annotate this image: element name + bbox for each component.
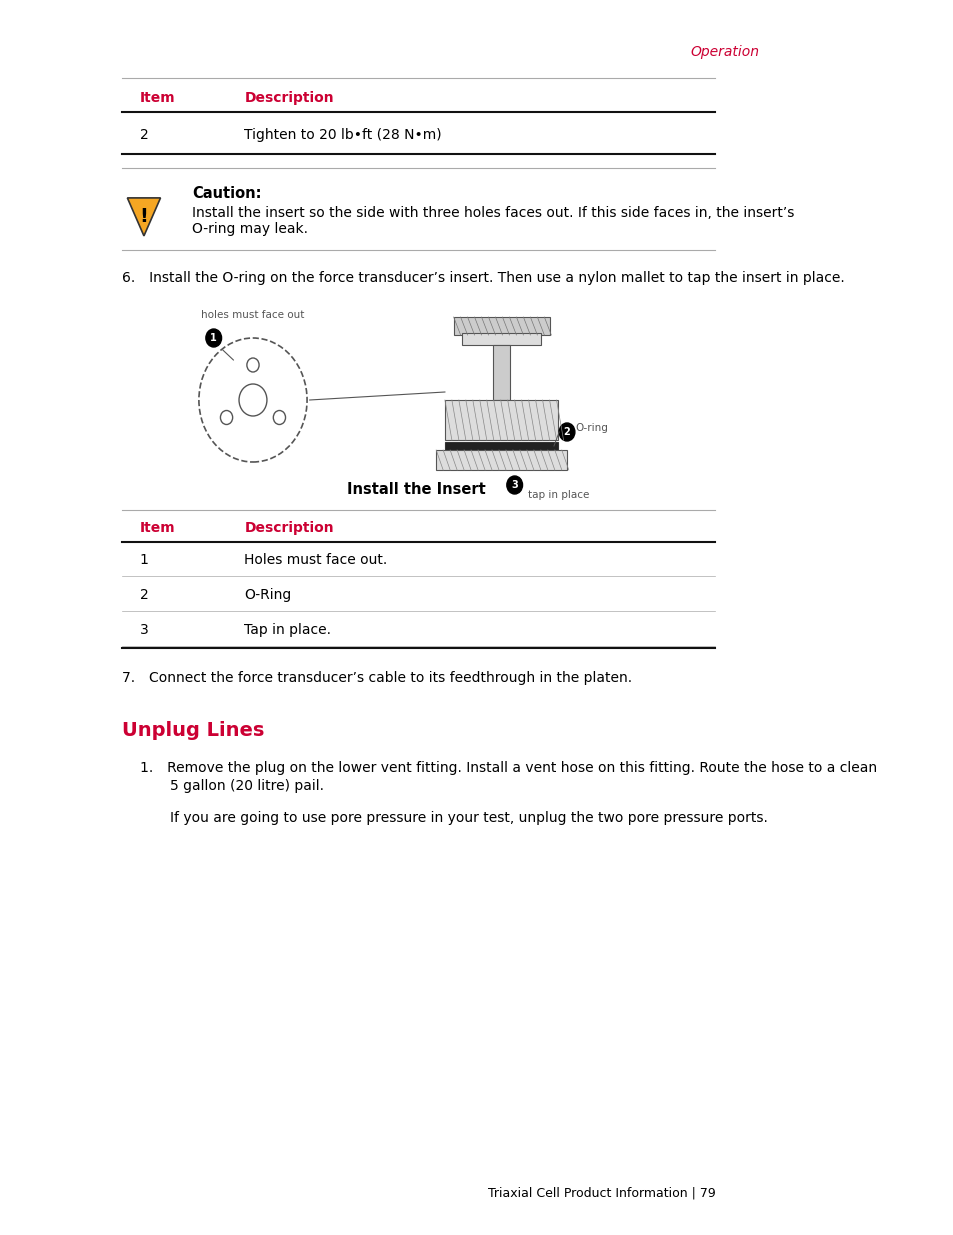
Text: Item: Item bbox=[139, 91, 175, 105]
Text: If you are going to use pore pressure in your test, unplug the two pore pressure: If you are going to use pore pressure in… bbox=[170, 811, 767, 825]
Text: Tighten to 20 lb•ft (28 N•m): Tighten to 20 lb•ft (28 N•m) bbox=[244, 128, 441, 142]
FancyBboxPatch shape bbox=[493, 345, 510, 400]
Text: 2: 2 bbox=[139, 588, 148, 601]
Text: 3: 3 bbox=[511, 480, 517, 490]
Text: 5 gallon (20 litre) pail.: 5 gallon (20 litre) pail. bbox=[170, 779, 324, 793]
Text: 2: 2 bbox=[139, 128, 148, 142]
Circle shape bbox=[506, 475, 522, 494]
Polygon shape bbox=[128, 198, 160, 236]
Text: 3: 3 bbox=[139, 622, 148, 637]
Text: !: ! bbox=[139, 207, 149, 226]
Text: Unplug Lines: Unplug Lines bbox=[122, 720, 264, 740]
Text: 7. Connect the force transducer’s cable to its feedthrough in the platen.: 7. Connect the force transducer’s cable … bbox=[122, 671, 632, 685]
Text: Caution:: Caution: bbox=[192, 185, 261, 200]
Text: Install the Insert: Install the Insert bbox=[346, 483, 485, 498]
FancyBboxPatch shape bbox=[436, 450, 566, 471]
FancyBboxPatch shape bbox=[462, 333, 540, 345]
Text: Triaxial Cell Product Information | 79: Triaxial Cell Product Information | 79 bbox=[487, 1187, 715, 1199]
Text: Holes must face out.: Holes must face out. bbox=[244, 553, 387, 567]
Text: 1: 1 bbox=[210, 333, 217, 343]
Text: O-Ring: O-Ring bbox=[244, 588, 292, 601]
Text: 2: 2 bbox=[563, 427, 570, 437]
FancyBboxPatch shape bbox=[453, 317, 549, 335]
Text: Description: Description bbox=[244, 521, 334, 535]
Text: tap in place: tap in place bbox=[527, 490, 589, 500]
Text: Install the insert so the side with three holes faces out. If this side faces in: Install the insert so the side with thre… bbox=[192, 206, 794, 220]
Text: O-ring may leak.: O-ring may leak. bbox=[192, 222, 308, 236]
Circle shape bbox=[206, 329, 221, 347]
Text: Tap in place.: Tap in place. bbox=[244, 622, 331, 637]
Text: Operation: Operation bbox=[689, 44, 759, 59]
Text: 6. Install the O-ring on the force transducer’s insert. Then use a nylon mallet : 6. Install the O-ring on the force trans… bbox=[122, 270, 844, 285]
Text: O-ring: O-ring bbox=[576, 424, 608, 433]
Text: 1: 1 bbox=[139, 553, 149, 567]
Text: holes must face out: holes must face out bbox=[201, 310, 304, 320]
Text: Description: Description bbox=[244, 91, 334, 105]
Circle shape bbox=[558, 424, 575, 441]
FancyBboxPatch shape bbox=[444, 442, 558, 450]
Text: 1. Remove the plug on the lower vent fitting. Install a vent hose on this fittin: 1. Remove the plug on the lower vent fit… bbox=[139, 761, 876, 776]
FancyBboxPatch shape bbox=[444, 400, 558, 440]
Text: Item: Item bbox=[139, 521, 175, 535]
